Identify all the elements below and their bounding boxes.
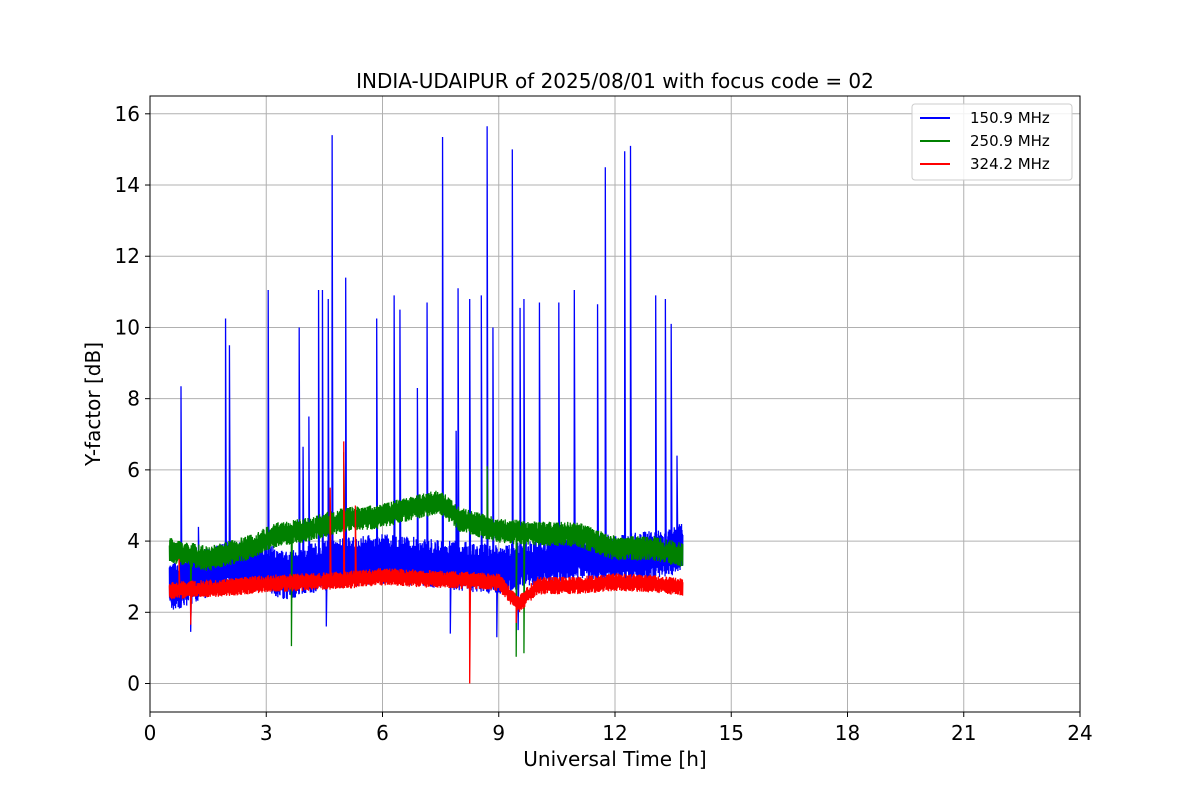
- legend: 150.9 MHz 250.9 MHz 324.2 MHz: [911, 103, 1073, 181]
- series-layer: [168, 126, 684, 684]
- legend-label: 324.2 MHz: [970, 155, 1050, 173]
- y-tick-label: 12: [115, 244, 140, 268]
- chart-title: INDIA-UDAIPUR of 2025/08/01 with focus c…: [356, 69, 874, 93]
- x-axis-title: Universal Time [h]: [523, 747, 706, 771]
- y-tick-label: 16: [115, 102, 140, 126]
- y-tick-label: 14: [115, 173, 140, 197]
- series-line: [168, 452, 684, 657]
- legend-label: 150.9 MHz: [970, 109, 1050, 127]
- y-tick-label: 0: [127, 672, 140, 696]
- series-line: [168, 441, 684, 684]
- legend-box: [911, 103, 1073, 181]
- x-tick-label: 24: [1067, 721, 1092, 745]
- legend-label: 250.9 MHz: [970, 132, 1050, 150]
- x-tick-label: 3: [260, 721, 273, 745]
- y-tick-label: 6: [127, 458, 140, 482]
- x-tick-label: 15: [719, 721, 744, 745]
- x-tick-label: 21: [951, 721, 976, 745]
- x-tick-label: 9: [492, 721, 505, 745]
- y-axis-title: Y-factor [dB]: [81, 342, 105, 467]
- series-line: [168, 126, 684, 638]
- x-tick-label: 12: [602, 721, 627, 745]
- x-tick-label: 0: [144, 721, 157, 745]
- x-tick-label: 6: [376, 721, 389, 745]
- y-tick-label: 10: [115, 315, 140, 339]
- x-tick-label: 18: [835, 721, 860, 745]
- grid-layer: [149, 96, 1081, 712]
- y-tick-label: 2: [127, 600, 140, 624]
- y-tick-label: 4: [127, 529, 140, 553]
- y-tick-label: 8: [127, 387, 140, 411]
